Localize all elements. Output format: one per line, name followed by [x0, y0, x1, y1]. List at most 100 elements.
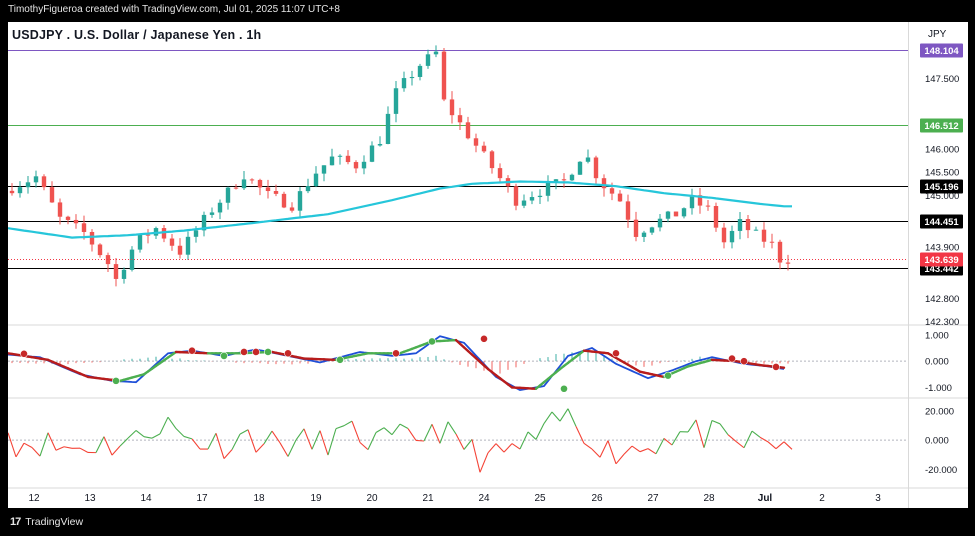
candle-body — [673, 211, 679, 217]
oscillator-line-segment — [567, 408, 577, 427]
candle-body — [249, 179, 255, 181]
oscillator-line-segment — [23, 442, 33, 449]
candle-body — [121, 269, 127, 279]
tradingview-brand[interactable]: 17 TradingView — [10, 516, 83, 528]
time-tick-label: 25 — [534, 493, 546, 504]
candle-body — [617, 193, 623, 202]
candle-body — [473, 138, 479, 146]
candle-body — [265, 187, 271, 192]
candle-body — [97, 244, 103, 256]
candle-body — [665, 211, 671, 219]
oscillator-line-segment — [247, 429, 257, 453]
candle-body — [409, 76, 415, 79]
time-tick-label: 17 — [196, 493, 208, 504]
oscillator-line-segment — [743, 430, 753, 448]
oscillator-line-segment — [775, 441, 785, 450]
candle-body — [529, 197, 535, 201]
oscillator-line-segment — [239, 429, 249, 435]
time-tick-label: 2 — [819, 493, 825, 504]
oscillator-line-segment — [47, 432, 57, 451]
macd-cross-dot — [188, 346, 196, 355]
oscillator-line-segment — [759, 436, 769, 443]
oscillator-line-segment — [31, 447, 41, 457]
oscillator-line-segment — [647, 448, 657, 455]
oscillator-line-segment — [527, 431, 537, 440]
macd-cross-dot — [264, 348, 272, 356]
time-tick-label: 13 — [84, 493, 96, 504]
macd-cross-dot — [664, 371, 672, 380]
chart-panel[interactable]: 147.500 146.000 145.500 145.000 143.900 142.8… — [6, 22, 968, 508]
oscillator-line-segment — [151, 433, 161, 439]
candle-body — [201, 214, 207, 231]
currency-label: JPY — [928, 29, 947, 40]
oscillator-line-segment — [175, 428, 185, 437]
candle-body — [25, 182, 31, 188]
price-tick-label: 143.900 — [925, 242, 959, 253]
oscillator-line-segment — [735, 441, 745, 449]
macd-cross-dot — [252, 348, 260, 356]
candle-body — [377, 143, 383, 146]
oscillator-line-segment — [287, 439, 297, 457]
candle-body — [521, 200, 527, 206]
candle-body — [689, 195, 695, 209]
level-price-label: 144.451 — [924, 217, 959, 228]
candle-body — [457, 115, 463, 123]
oscillator-line-segment — [15, 442, 25, 458]
candle-body — [769, 241, 775, 243]
candle-body — [449, 99, 455, 116]
candle-body — [353, 162, 359, 169]
candle-body — [241, 179, 247, 189]
oscillator-line-segment — [119, 437, 129, 447]
macd-tick-label: 0.000 — [925, 357, 949, 368]
price-tick-label: 147.500 — [925, 74, 959, 85]
macd-line — [7, 335, 785, 392]
candle-body — [185, 236, 191, 255]
oscillator-line-segment — [111, 445, 121, 456]
oscillator-line-segment — [167, 416, 177, 429]
macd-cross-dot — [220, 352, 228, 360]
oscillator-line-segment — [295, 428, 305, 441]
time-tick-label: 21 — [422, 493, 434, 504]
candle-body — [537, 195, 543, 198]
chart-canvas[interactable]: 147.500 146.000 145.500 145.000 143.900 142.8… — [6, 22, 968, 508]
oscillator-line-segment — [335, 425, 345, 430]
oscillator-line-segment — [375, 427, 385, 433]
candle-body — [561, 179, 567, 181]
oscillator-line-segment — [495, 443, 505, 453]
candle-body — [305, 186, 311, 192]
oscillator-line-segment — [703, 420, 713, 448]
level-price-badge — [920, 214, 963, 229]
price-tick-label: 146.000 — [925, 144, 959, 155]
oscillator-line-segment — [607, 440, 617, 464]
macd-cross-dot — [740, 357, 748, 366]
time-tick-label: 14 — [140, 493, 152, 504]
oscillator-line-segment — [215, 433, 225, 459]
oscillator-line-segment — [631, 445, 641, 453]
candle-body — [721, 227, 727, 243]
oscillator-line-segment — [135, 430, 145, 438]
candle-body — [553, 179, 559, 183]
oscillator-line-segment — [415, 439, 425, 442]
candle-body — [497, 168, 503, 179]
candle-body — [17, 187, 23, 194]
oscillator-line-segment — [671, 431, 681, 446]
candle-body — [425, 54, 431, 66]
tradingview-logo-icon: 17 — [10, 516, 21, 528]
oscillator-line-segment — [367, 432, 377, 450]
time-tick-label: 12 — [28, 493, 40, 504]
oscillator-line-segment — [391, 423, 401, 436]
oscillator-line-segment — [39, 432, 49, 457]
candle-body — [113, 264, 119, 279]
candle-body — [785, 262, 791, 264]
oscillator-line-segment — [407, 428, 417, 441]
oscillator-line-segment — [327, 428, 337, 456]
candle-body — [569, 174, 575, 181]
macd-cross-dot — [392, 349, 400, 358]
oscillator-line-segment — [663, 437, 673, 446]
macd-cross-dot — [772, 363, 780, 371]
oscillator-line-segment — [159, 416, 169, 435]
level-price-badge — [920, 179, 963, 194]
macd-cross-dot — [560, 384, 568, 393]
oscillator-line-segment — [191, 438, 201, 450]
candle-body — [417, 65, 423, 77]
